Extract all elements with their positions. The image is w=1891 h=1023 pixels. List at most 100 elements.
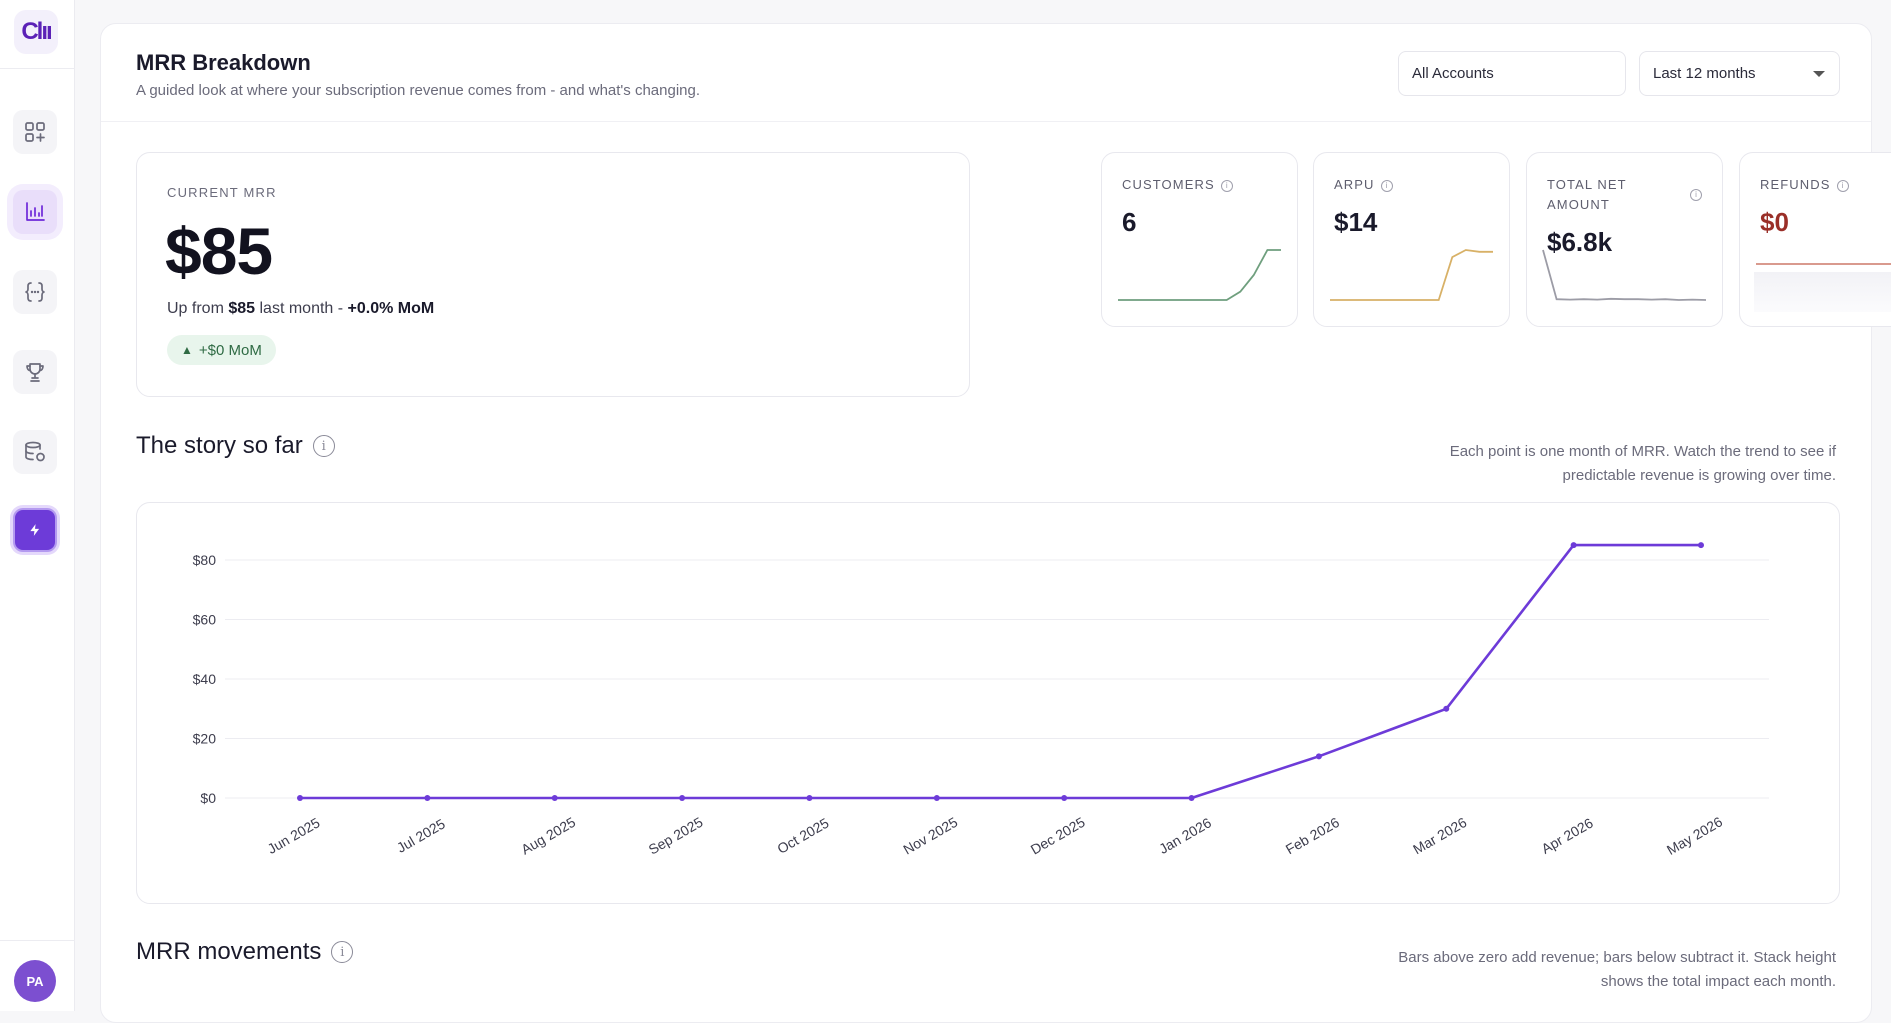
movements-note-line1: Bars above zero add revenue; bars below …: [1398, 949, 1836, 966]
period-filter-value: Last 12 months: [1653, 65, 1756, 82]
x-tick-label: Dec 2025: [1028, 814, 1088, 858]
info-icon[interactable]: i: [1690, 189, 1702, 201]
kpi-card-customers: CUSTOMERS i 6: [1101, 152, 1298, 327]
mrr-sub-middle: last month -: [255, 300, 348, 317]
story-section-title: The story so far i: [136, 432, 335, 460]
info-icon[interactable]: i: [1836, 179, 1849, 192]
mrr-data-point[interactable]: [1315, 753, 1322, 760]
period-filter-select[interactable]: Last 12 months: [1639, 51, 1840, 96]
sidebar-item-goals[interactable]: [13, 350, 57, 394]
bar-chart-icon: [26, 202, 45, 221]
mrr-comparison-text: Up from $85 last month - +0.0% MoM: [167, 300, 434, 318]
mrr-data-point[interactable]: [424, 795, 431, 801]
kpi-value: $14: [1334, 207, 1378, 237]
kpi-card-arpu: ARPU i $14: [1313, 152, 1510, 327]
mrr-series-line: [300, 543, 1701, 800]
mrr-data-point[interactable]: [551, 795, 558, 801]
main-panel: MRR Breakdown A guided look at where you…: [100, 23, 1891, 1023]
info-icon[interactable]: i: [1380, 179, 1393, 192]
x-tick-label: Jul 2025: [394, 815, 448, 855]
mrr-line-chart: $0 $20 $40 $60 $80 Jun 2025 Jul 2025 Aug 2025 Se…: [193, 542, 1769, 858]
app-logo[interactable]: Clıı: [14, 10, 58, 54]
arpu-sparkline: [1330, 249, 1493, 301]
mrr-sub-prefix: Up from: [167, 300, 229, 317]
mrr-data-point[interactable]: [1443, 705, 1450, 712]
kpi-card-total-net-amount: TOTAL NET AMOUNT i $6.8k: [1526, 152, 1723, 327]
x-tick-label: Jun 2025: [265, 814, 323, 857]
kpi-card-refunds: REFUNDS i $0: [1739, 152, 1891, 327]
sparkline-path: [1542, 249, 1707, 301]
sidebar-divider: [0, 940, 75, 941]
info-icon[interactable]: i: [331, 941, 354, 963]
movements-section-note: Bars above zero add revenue; bars below …: [1316, 946, 1836, 994]
y-tick-label: $0: [200, 790, 216, 806]
mrr-mom-change: +0.0% MoM: [347, 300, 435, 317]
database-sync-icon: [25, 441, 45, 462]
current-mrr-label: CURRENT MRR: [167, 185, 277, 200]
y-tick-label: $60: [193, 612, 217, 628]
page-title: MRR Breakdown: [136, 50, 311, 75]
sidebar-item-quick-actions[interactable]: [13, 508, 57, 552]
story-note-line2: predictable revenue is growing over time…: [1562, 467, 1836, 484]
kpi-label: REFUNDS i: [1760, 175, 1849, 195]
sidebar-item-analytics[interactable]: [13, 190, 57, 234]
sidebar: Clıı: [0, 0, 75, 1011]
chevron-down-icon: [1813, 71, 1825, 77]
x-tick-label: Sep 2025: [646, 814, 706, 858]
movements-section-title: MRR movements i: [136, 938, 354, 966]
y-tick-label: $80: [193, 552, 217, 568]
kpi-label-text: REFUNDS: [1760, 177, 1831, 192]
y-tick-label: $40: [193, 671, 217, 687]
kpi-value: 6: [1122, 207, 1137, 237]
refunds-sparkline: [1754, 263, 1891, 312]
apps-add-icon: [25, 122, 45, 142]
x-tick-label: May 2026: [1664, 813, 1725, 858]
mrr-data-point[interactable]: [1570, 542, 1577, 549]
kpi-label: CUSTOMERS i: [1122, 175, 1233, 195]
mrr-trend-chart: $0 $20 $40 $60 $80 Jun 2025 Jul 2025 Aug 2025 Se…: [136, 502, 1840, 904]
sparkline-path: [1330, 249, 1493, 301]
mrr-data-point[interactable]: [1061, 795, 1068, 801]
story-title-text: The story so far: [136, 432, 303, 459]
x-tick-label: Nov 2025: [900, 814, 960, 858]
trophy-icon: [26, 363, 44, 382]
kpi-label: ARPU i: [1334, 175, 1393, 195]
mrr-data-point[interactable]: [806, 795, 813, 801]
mrr-data-point[interactable]: [297, 795, 303, 801]
x-tick-label: Jan 2026: [1156, 814, 1214, 857]
story-note-line1: Each point is one month of MRR. Watch th…: [1449, 443, 1836, 460]
info-icon[interactable]: i: [1220, 179, 1233, 192]
braces-icon: [25, 282, 45, 302]
account-filter-value: All Accounts: [1412, 65, 1494, 82]
mrr-data-point[interactable]: [679, 795, 686, 801]
kpi-value: $6.8k: [1547, 227, 1613, 257]
page-subtitle: A guided look at where your subscription…: [136, 82, 701, 99]
x-tick-label: Feb 2026: [1283, 814, 1342, 858]
y-tick-label: $20: [193, 731, 217, 747]
sidebar-item-api[interactable]: [13, 270, 57, 314]
kpi-label-line2: AMOUNT: [1547, 197, 1610, 212]
sparkline-path: [1118, 249, 1281, 301]
movements-title-text: MRR movements: [136, 938, 322, 965]
sidebar-item-data[interactable]: [13, 430, 57, 474]
movements-note-line2: shows the total impact each month.: [1600, 973, 1836, 990]
story-section-note: Each point is one month of MRR. Watch th…: [1366, 440, 1836, 488]
mrr-data-point[interactable]: [1188, 795, 1195, 801]
sidebar-divider: [0, 68, 75, 69]
total-net-amount-sparkline: [1542, 249, 1707, 301]
mom-badge: ▲ +$0 MoM: [167, 335, 276, 365]
info-icon[interactable]: i: [312, 435, 335, 457]
sidebar-item-apps[interactable]: [13, 110, 57, 154]
customers-sparkline: [1118, 249, 1281, 301]
kpi-value: $0: [1760, 207, 1789, 237]
kpi-label: TOTAL NET AMOUNT: [1547, 175, 1627, 215]
account-filter-select[interactable]: All Accounts: [1398, 51, 1626, 96]
x-tick-label: Apr 2026: [1539, 814, 1596, 856]
x-tick-label: Mar 2026: [1410, 814, 1469, 858]
kpi-label-text: ARPU: [1334, 177, 1375, 192]
x-tick-label: Aug 2025: [518, 814, 578, 858]
mrr-data-point[interactable]: [1698, 542, 1704, 549]
mrr-data-point[interactable]: [933, 795, 940, 801]
triangle-up-icon: ▲: [181, 343, 193, 357]
avatar[interactable]: PA: [14, 960, 56, 1002]
